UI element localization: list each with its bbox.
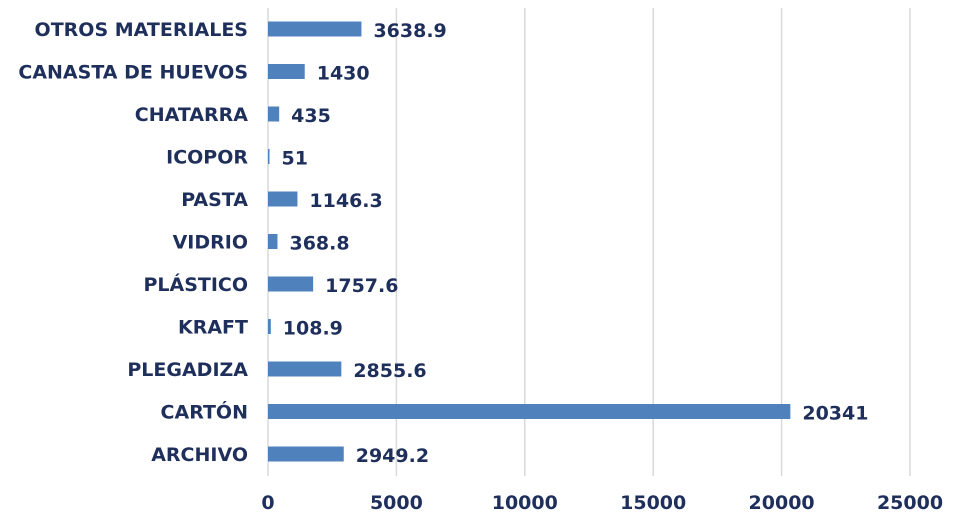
category-label: CANASTA DE HUEVOS xyxy=(18,62,248,84)
category-label: KRAFT xyxy=(178,317,248,339)
data-label: 1430 xyxy=(317,63,370,85)
x-tick-label: 10000 xyxy=(492,492,558,514)
x-tick-label: 20000 xyxy=(749,492,815,514)
x-tick-label: 5000 xyxy=(370,492,423,514)
bar-5 xyxy=(268,234,278,249)
category-labels: OTROS MATERIALES CANASTA DE HUEVOS CHATARR… xyxy=(18,19,248,466)
category-label: PLEGADIZA xyxy=(127,359,248,381)
bars xyxy=(268,21,791,462)
bar-1 xyxy=(268,64,305,79)
category-label: PLÁSTICO xyxy=(143,273,248,296)
data-label: 108.9 xyxy=(283,318,343,340)
x-tick-label: 0 xyxy=(261,492,274,514)
bar-0 xyxy=(268,21,362,37)
data-label: 435 xyxy=(291,105,331,127)
category-label: OTROS MATERIALES xyxy=(35,19,248,41)
data-label: 2855.6 xyxy=(353,360,426,382)
x-axis-tick-labels: 0 5000 10000 15000 20000 25000 xyxy=(261,492,943,514)
category-label: CHATARRA xyxy=(135,104,249,126)
data-label: 1146.3 xyxy=(309,190,382,212)
bar-2 xyxy=(268,106,280,122)
category-label: ICOPOR xyxy=(166,147,248,169)
data-label: 2949.2 xyxy=(356,445,429,467)
bar-9 xyxy=(268,404,791,419)
bar-7 xyxy=(268,319,271,334)
data-label: 20341 xyxy=(802,403,868,425)
category-label: PASTA xyxy=(181,189,248,211)
category-label: ARCHIVO xyxy=(151,444,248,466)
x-tick-label: 25000 xyxy=(877,492,943,514)
bar-6 xyxy=(268,276,314,292)
bar-10 xyxy=(268,446,344,462)
x-tick-label: 15000 xyxy=(620,492,686,514)
category-label: CARTÓN xyxy=(161,400,248,424)
bar-4 xyxy=(268,191,298,207)
bar-3 xyxy=(268,149,270,164)
data-label: 51 xyxy=(282,148,308,170)
data-label: 3638.9 xyxy=(373,20,446,42)
bar-8 xyxy=(268,361,342,377)
category-label: VIDRIO xyxy=(173,232,248,254)
data-label: 368.8 xyxy=(289,233,349,255)
data-label: 1757.6 xyxy=(325,275,398,297)
